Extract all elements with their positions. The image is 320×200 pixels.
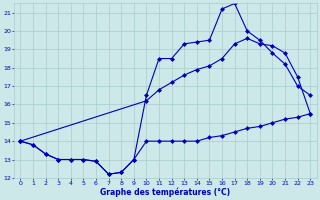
X-axis label: Graphe des températures (°C): Graphe des températures (°C) [100,187,230,197]
